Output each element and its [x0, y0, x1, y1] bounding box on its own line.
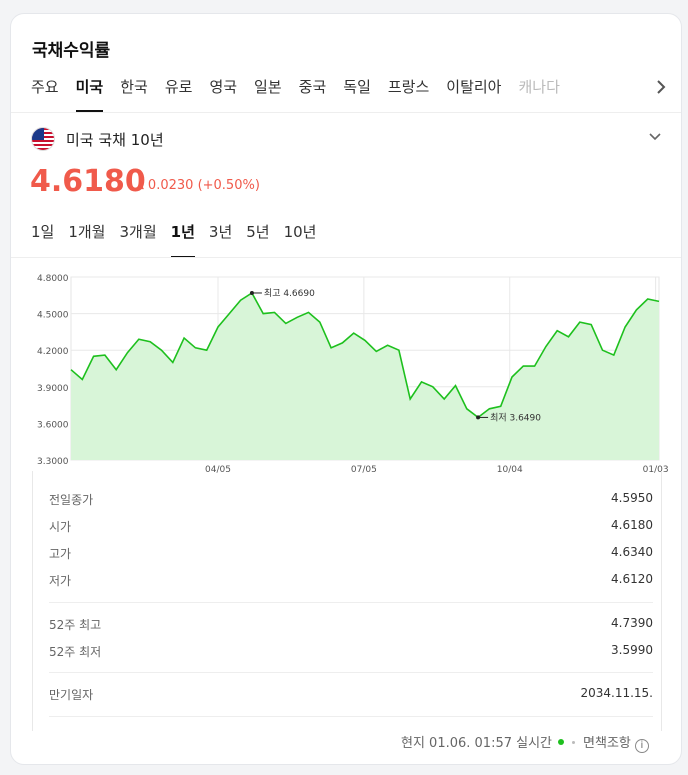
stat-value: 4.6180	[611, 518, 653, 532]
annotation-label: 최저 3.6490	[490, 412, 541, 423]
stat-row-low: 저가 4.6120	[49, 572, 653, 592]
period-1y[interactable]: 1년	[170, 220, 196, 258]
period-3y[interactable]: 3년	[208, 223, 233, 241]
tab-france[interactable]: 프랑스	[387, 78, 430, 96]
stat-label: 52주 최고	[49, 618, 102, 632]
chevron-right-icon[interactable]	[651, 78, 671, 100]
stats-divider	[49, 716, 653, 717]
period-tabs: 1일 1개월 3개월 1년 3년 5년 10년	[31, 220, 330, 258]
stat-label: 저가	[49, 574, 72, 588]
change-percent: (+0.50%)	[197, 178, 260, 193]
current-price: 4.6180	[30, 164, 146, 199]
x-tick-label: 04/05	[205, 465, 231, 475]
tab-japan[interactable]: 일본	[254, 78, 282, 96]
up-arrow-icon: ▲	[137, 181, 144, 191]
bond-name: 미국 국채 10년	[66, 131, 164, 149]
period-3m[interactable]: 3개월	[119, 223, 157, 241]
stats-panel: 전일종가 4.5950 시가 4.6180 고가 4.6340 저가 4.6120 52…	[32, 471, 662, 731]
y-tick-label: 4.8000	[37, 274, 69, 284]
chevron-down-icon[interactable]	[645, 128, 665, 148]
y-tick-label: 3.3000	[37, 457, 69, 467]
stat-row-prev-close: 전일종가 4.5950	[49, 491, 653, 511]
period-1m[interactable]: 1개월	[68, 223, 106, 241]
period-10y[interactable]: 10년	[283, 223, 317, 241]
stat-value: 4.5950	[611, 491, 653, 505]
stats-divider	[49, 672, 653, 673]
tab-korea[interactable]: 한국	[120, 78, 148, 96]
stat-row-52w-low: 52주 최저 3.5990	[49, 643, 653, 663]
y-tick-label: 3.9000	[37, 384, 69, 394]
stat-value: 3.5990	[611, 643, 653, 657]
tabs-divider	[11, 112, 681, 113]
series-area	[71, 293, 659, 460]
y-tick-label: 3.6000	[37, 420, 69, 430]
tab-major[interactable]: 주요	[31, 78, 59, 96]
footer: 현지 01.06. 01:57 실시간 면책조항 i	[401, 732, 649, 753]
y-tick-label: 4.5000	[37, 311, 69, 321]
stat-value: 2034.11.15.	[580, 686, 653, 700]
y-tick-label: 4.2000	[37, 347, 69, 357]
stat-value: 4.6120	[611, 572, 653, 586]
tab-canada[interactable]: 캐나다	[518, 78, 560, 96]
stat-row-52w-high: 52주 최고 4.7390	[49, 616, 653, 636]
country-tabs: 주요 미국 한국 유로 영국 일본 중국 독일 프랑스 이탈리아 캐나다	[31, 76, 649, 112]
x-tick-label: 01/03	[643, 465, 669, 475]
us-flag-icon	[31, 127, 55, 151]
stat-label: 전일종가	[49, 493, 94, 507]
stats-divider	[49, 602, 653, 603]
disclaimer-link[interactable]: 면책조항	[583, 736, 631, 751]
annotation-label: 최고 4.6690	[264, 288, 315, 299]
stat-label: 고가	[49, 547, 72, 561]
card-title: 국채수익률	[32, 41, 111, 61]
stat-row-maturity: 만기일자 2034.11.15.	[49, 686, 653, 706]
separator-dot	[572, 741, 576, 744]
realtime-label: 실시간	[516, 736, 553, 751]
tab-uk[interactable]: 영국	[209, 78, 238, 96]
price-change: ▲ 0.0230 (+0.50%)	[137, 178, 260, 193]
stat-label: 만기일자	[49, 688, 94, 702]
x-tick-label: 07/05	[351, 465, 377, 475]
stat-value: 4.6340	[611, 545, 653, 559]
period-5y[interactable]: 5년	[246, 223, 270, 241]
change-value: 0.0230	[147, 178, 194, 193]
bond-yield-card: 국채수익률 주요 미국 한국 유로 영국 일본 중국 독일 프랑스 이탈리아 캐나다 미국 국채 1…	[10, 13, 682, 765]
stat-value: 4.7390	[611, 616, 653, 630]
stat-label: 시가	[49, 520, 72, 534]
periods-divider	[11, 257, 681, 258]
period-1d[interactable]: 1일	[31, 223, 55, 241]
realtime-status-icon	[558, 739, 565, 745]
yield-chart: 4.8000 4.5000 4.2000 3.9000 3.6000 3.3000 04/0…	[37, 274, 669, 475]
tab-euro[interactable]: 유로	[164, 78, 193, 96]
tab-germany[interactable]: 독일	[343, 78, 371, 96]
tab-china[interactable]: 중국	[298, 78, 327, 96]
stat-label: 52주 최저	[49, 645, 102, 659]
stat-row-high: 고가 4.6340	[49, 545, 653, 565]
tab-italy[interactable]: 이탈리아	[446, 78, 502, 96]
stat-row-open: 시가 4.6180	[49, 518, 653, 538]
info-icon[interactable]: i	[634, 739, 649, 753]
tab-us[interactable]: 미국	[75, 76, 103, 112]
x-tick-label: 10/04	[497, 465, 523, 475]
local-time: 현지 01.06. 01:57	[401, 736, 512, 751]
